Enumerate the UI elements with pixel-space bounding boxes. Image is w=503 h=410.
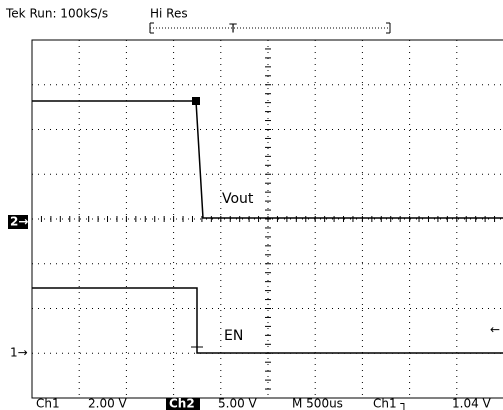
ch1-marker: 1→ (10, 346, 28, 360)
ch1-scale: 2.00 V (88, 397, 128, 410)
record-bracket (149, 22, 391, 34)
ch1-label: Ch1 (36, 397, 60, 410)
status: Tek Run: 100kS/s (5, 7, 108, 21)
trace-label: Vout (222, 191, 254, 207)
trace-label: EN (224, 328, 243, 344)
en-trace (32, 287, 503, 354)
vout-trace (32, 100, 503, 219)
trigger-source: Ch1 ┐ (373, 397, 408, 410)
mode: Hi Res (150, 7, 188, 21)
ch2-marker: 2→ (10, 215, 28, 229)
trigger-position: T (228, 22, 237, 36)
trigger-level-marker: ← (490, 323, 500, 337)
graticule (31, 39, 503, 399)
timebase: M 500us (292, 397, 343, 410)
ch2-marker-bg (8, 215, 28, 229)
ch2-label: Ch2 (169, 397, 195, 410)
ch2-scale: 5.00 V (218, 397, 258, 410)
ch2-label-bg (166, 398, 200, 410)
cursor-marker (192, 97, 200, 105)
trigger-level: 1.04 V (452, 397, 492, 410)
